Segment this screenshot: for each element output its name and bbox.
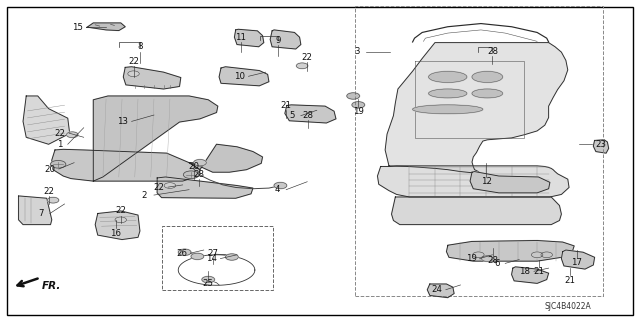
Polygon shape (428, 284, 454, 298)
Bar (162, 226, 273, 290)
Polygon shape (189, 144, 262, 172)
Text: 28: 28 (302, 111, 314, 120)
Text: 11: 11 (236, 33, 246, 42)
Polygon shape (511, 267, 548, 283)
Ellipse shape (429, 71, 467, 83)
Text: 19: 19 (466, 254, 477, 263)
Text: 14: 14 (206, 254, 217, 263)
Ellipse shape (413, 105, 483, 114)
Text: 16: 16 (110, 229, 121, 238)
Text: 25: 25 (203, 279, 214, 288)
Text: 22: 22 (301, 53, 312, 62)
Text: 28: 28 (487, 47, 498, 56)
Circle shape (347, 93, 360, 99)
Circle shape (115, 217, 127, 223)
Text: 20: 20 (189, 162, 200, 171)
Circle shape (178, 249, 191, 256)
Text: 7: 7 (38, 209, 44, 218)
Text: 21: 21 (281, 101, 292, 110)
Polygon shape (470, 172, 550, 193)
Circle shape (472, 252, 484, 258)
Text: 10: 10 (234, 72, 245, 81)
Text: 4: 4 (275, 185, 280, 194)
Circle shape (51, 160, 66, 168)
Text: 22: 22 (128, 57, 139, 66)
Text: 17: 17 (572, 258, 582, 267)
Polygon shape (270, 30, 301, 49)
Text: 24: 24 (431, 285, 442, 294)
Circle shape (352, 102, 365, 108)
Text: 22: 22 (115, 206, 126, 215)
Text: 12: 12 (481, 177, 492, 186)
Text: 26: 26 (176, 249, 187, 258)
Polygon shape (124, 67, 180, 89)
Text: 3: 3 (355, 47, 360, 56)
Polygon shape (19, 196, 52, 225)
Text: 21: 21 (565, 276, 576, 285)
Text: 19: 19 (353, 107, 364, 116)
Circle shape (47, 197, 59, 203)
Circle shape (541, 252, 552, 258)
Ellipse shape (472, 71, 502, 83)
Polygon shape (561, 250, 595, 269)
Polygon shape (95, 211, 140, 240)
Polygon shape (392, 197, 561, 225)
Polygon shape (234, 29, 264, 47)
Polygon shape (52, 149, 200, 181)
Circle shape (202, 276, 214, 283)
Polygon shape (23, 96, 70, 144)
Polygon shape (87, 23, 125, 31)
Text: 23: 23 (595, 140, 607, 149)
Circle shape (274, 182, 287, 189)
Text: 20: 20 (44, 165, 56, 174)
Text: 28: 28 (193, 170, 204, 179)
Text: FR.: FR. (42, 281, 61, 291)
Text: 1: 1 (57, 140, 62, 149)
Circle shape (296, 63, 308, 69)
Text: 22: 22 (44, 187, 55, 196)
Polygon shape (157, 177, 253, 198)
Text: 22: 22 (154, 183, 164, 192)
Text: 13: 13 (116, 117, 127, 126)
Circle shape (193, 160, 206, 166)
Circle shape (191, 253, 204, 260)
Text: 15: 15 (72, 23, 83, 32)
Polygon shape (385, 43, 568, 175)
Circle shape (183, 171, 198, 179)
Text: 28: 28 (488, 256, 499, 265)
Circle shape (67, 132, 78, 137)
Text: 5: 5 (289, 111, 294, 120)
Circle shape (128, 71, 140, 77)
Polygon shape (447, 241, 574, 261)
Bar (355, 6, 603, 296)
Circle shape (481, 256, 493, 262)
Polygon shape (378, 166, 569, 197)
Ellipse shape (472, 89, 502, 98)
Text: 9: 9 (275, 36, 280, 45)
Text: 22: 22 (54, 129, 65, 137)
Text: 21: 21 (534, 267, 545, 276)
Polygon shape (593, 140, 609, 153)
Text: 27: 27 (207, 249, 218, 258)
Polygon shape (93, 96, 218, 181)
Text: 2: 2 (141, 190, 147, 200)
Circle shape (531, 252, 543, 258)
Text: SJC4B4022A: SJC4B4022A (545, 302, 591, 311)
Circle shape (164, 183, 175, 189)
Circle shape (225, 254, 238, 260)
Polygon shape (285, 105, 336, 123)
Text: 6: 6 (494, 259, 500, 268)
Ellipse shape (429, 89, 467, 98)
Polygon shape (219, 67, 269, 86)
Text: 8: 8 (137, 42, 143, 51)
Text: 18: 18 (519, 267, 530, 276)
